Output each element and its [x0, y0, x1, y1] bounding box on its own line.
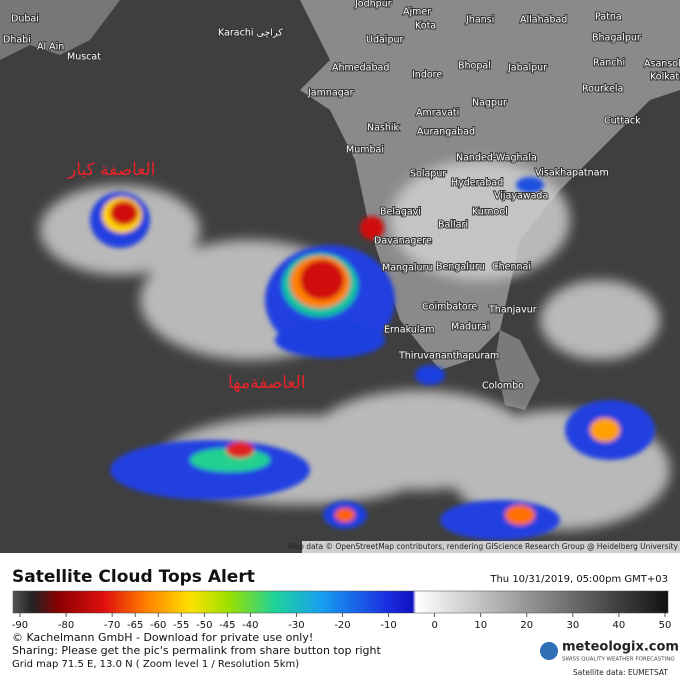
footer-line: Sharing: Please get the pic's permalink … [12, 644, 381, 657]
attribution: Map data © OpenStreetMap contributors, r… [288, 542, 679, 551]
city-label: Jabalpur [507, 63, 547, 74]
tick-label: -60 [150, 620, 166, 631]
city-label: Allahabad [520, 15, 567, 26]
satellite-map: Jodhpur Ajmer Kota Jhansi Allahabad Patn… [0, 0, 680, 553]
city-label: Visakhapatnam [535, 168, 609, 179]
tick-label: -30 [288, 620, 304, 631]
city-label: Aurangabad [417, 127, 475, 138]
tick-label: 40 [613, 620, 626, 631]
city-label: Ballari [438, 220, 468, 231]
city-label: Ranchi [593, 58, 625, 69]
footer-line: © Kachelmann GmbH - Download for private… [12, 631, 313, 644]
city-label: Nagpur [472, 98, 507, 109]
tick-label: -90 [12, 620, 28, 631]
city-label: Vijayawada [494, 191, 548, 202]
city-label: Madurai [451, 322, 489, 333]
city-label: Al Ain [37, 42, 64, 53]
tick-label: 20 [520, 620, 533, 631]
city-label: Thanjavur [488, 305, 537, 316]
city-label: Colombo [482, 381, 524, 392]
city-label: Kota [415, 21, 436, 32]
city-label: Ahmedabad [332, 63, 389, 74]
city-label: Thiruvananthapuram [398, 351, 499, 362]
source: Satellite data: EUMETSAT [573, 668, 668, 677]
city-label: Patna [595, 12, 622, 23]
tick-label: -45 [219, 620, 235, 631]
legend: Satellite Cloud Tops Alert Thu 10/31/201… [12, 567, 679, 677]
city-label: Dhabi [3, 35, 31, 46]
city-label: Rourkela [582, 84, 623, 95]
city-label: Bhagalpur [592, 33, 641, 44]
city-label: Coimbatore [422, 302, 477, 313]
tick-label: -55 [173, 620, 189, 631]
city-label: Jodhpur [354, 0, 392, 10]
tick-label: -50 [196, 620, 212, 631]
city-label: Bhopal [458, 61, 491, 72]
city-label: Indore [412, 70, 442, 81]
city-label: Karachi کراچی [218, 28, 283, 39]
city-label: Kolkata [650, 72, 680, 83]
city-label: Mangaluru [382, 263, 432, 274]
tick-label: -65 [127, 620, 143, 631]
logo: meteologix.com [562, 640, 679, 655]
storm-annotation: العاصفة كيار [67, 160, 155, 180]
city-label: Kurnool [472, 207, 508, 218]
city-label: Amravati [416, 108, 459, 119]
city-label: Ajmer [403, 7, 431, 18]
tick-label: 10 [474, 620, 487, 631]
tick-label: 30 [566, 620, 579, 631]
city-label: Dubai [11, 14, 39, 25]
city-label: Jhansi [465, 15, 494, 26]
city-label: Solapur [410, 169, 446, 180]
city-label: Muscat [67, 52, 101, 63]
tick-label: -10 [380, 620, 396, 631]
city-label: Belagavi [380, 207, 421, 218]
city-label: Hyderabad [451, 178, 503, 189]
city-label: Davanagere [374, 236, 432, 247]
storm-annotation: العاصفةمها [228, 373, 306, 393]
tick-label: -40 [242, 620, 258, 631]
timestamp: Thu 10/31/2019, 05:00pm GMT+03 [489, 574, 668, 585]
city-label: Ernakulam [384, 325, 435, 336]
legend-title: Satellite Cloud Tops Alert [12, 567, 255, 587]
colorbar [12, 590, 669, 614]
tick-label: -70 [104, 620, 120, 631]
tagline: SWISS QUALITY WEATHER FORECASTING [562, 657, 675, 663]
city-label: Chennai [492, 262, 531, 273]
tick-label: -80 [58, 620, 74, 631]
tick-label: -20 [334, 620, 350, 631]
city-label: Jamnagar [307, 88, 354, 99]
city-label: Cuttack [604, 116, 641, 127]
city-label: Bengaluru [436, 262, 485, 273]
city-label: Mumbai [346, 145, 384, 156]
city-label: Udaipur [366, 35, 403, 46]
logo-icon [540, 642, 558, 660]
tick-label: 0 [431, 620, 437, 631]
city-label: Asansol [644, 59, 680, 70]
city-label: Nashik [367, 123, 400, 134]
city-label: Nanded-Waghala [456, 153, 537, 164]
footer-line: Grid map 71.5 E, 13.0 N ( Zoom level 1 /… [12, 659, 299, 670]
tick-label: 50 [659, 620, 672, 631]
